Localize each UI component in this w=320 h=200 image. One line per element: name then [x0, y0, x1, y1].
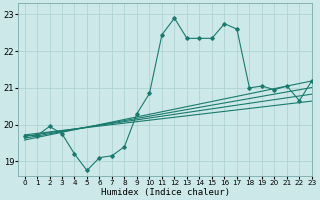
X-axis label: Humidex (Indice chaleur): Humidex (Indice chaleur)	[100, 188, 229, 197]
